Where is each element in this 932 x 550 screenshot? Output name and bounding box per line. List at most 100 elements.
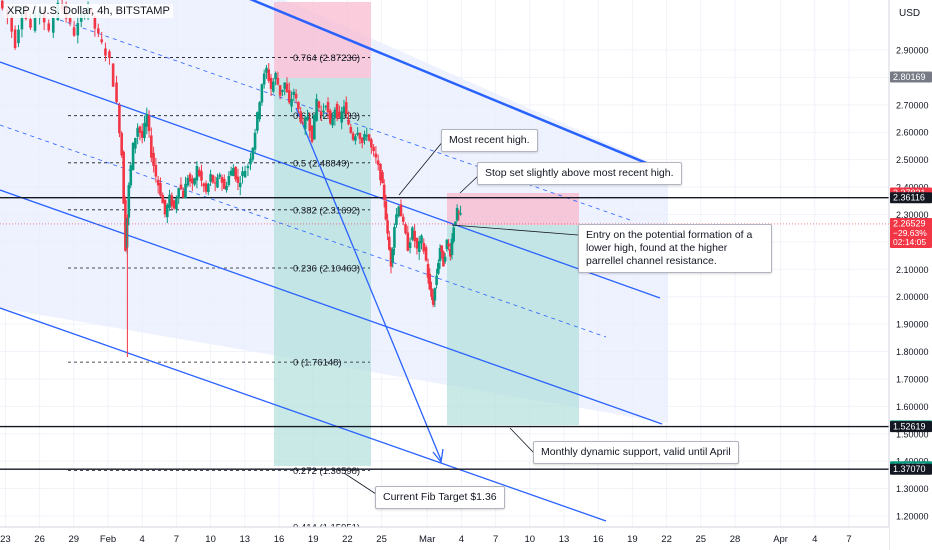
- candle-body: [356, 132, 359, 135]
- y-tick-label: 1.30000: [896, 484, 929, 494]
- candle-body: [120, 133, 123, 156]
- candle-body: [411, 227, 414, 240]
- candle-body: [317, 101, 321, 108]
- candle-body: [420, 235, 423, 244]
- y-tick-label: 1.50000: [896, 429, 929, 439]
- x-tick-label: 19: [627, 534, 638, 545]
- candle-body: [426, 264, 430, 278]
- candle-body: [253, 132, 257, 150]
- candle-body: [290, 98, 293, 107]
- candle-body: [200, 171, 203, 181]
- candle-body: [386, 220, 389, 234]
- candle-body: [211, 175, 215, 183]
- channel-lower-line[interactable]: [0, 189, 663, 425]
- candle-body: [216, 177, 219, 188]
- candle-body: [76, 23, 80, 36]
- candle-body: [431, 296, 435, 305]
- candle-body: [47, 23, 51, 31]
- candle-body: [138, 126, 142, 133]
- candle-body: [124, 199, 127, 251]
- channel-bottom-line[interactable]: [0, 307, 607, 522]
- channel-upper-line[interactable]: [180, 0, 669, 174]
- candle-body: [161, 195, 165, 204]
- fib-level-label: 0.382 (2.31692): [293, 205, 360, 216]
- candle-body: [424, 247, 428, 261]
- y-tick-label: 1.20000: [896, 512, 929, 522]
- candle-body: [370, 139, 373, 148]
- candle-body: [326, 102, 330, 113]
- candle-body: [454, 221, 457, 225]
- candle-body: [340, 111, 343, 123]
- fib-level-label: 0.764 (2.87236): [293, 53, 360, 64]
- price-badge: [890, 217, 932, 248]
- x-tick-label: 23: [0, 534, 11, 545]
- candle-body: [285, 83, 289, 93]
- candle-body: [29, 19, 32, 28]
- candle-body: [287, 90, 291, 103]
- channel-mid-line[interactable]: [0, 61, 661, 299]
- candle-body: [229, 170, 233, 176]
- annotation-most-recent-high[interactable]: Most recent high.: [441, 129, 538, 152]
- candle-body: [168, 194, 171, 208]
- candle-body: [443, 256, 447, 262]
- candle-body: [150, 135, 153, 158]
- price-badge-value: 2.26529: [893, 218, 926, 228]
- candle-body: [310, 125, 314, 142]
- candle-body: [374, 153, 378, 158]
- annotation-stop[interactable]: Stop set slightly above most recent high…: [477, 162, 682, 185]
- candle-body: [218, 174, 222, 178]
- x-tick-label: 28: [730, 534, 741, 545]
- y-tick-label: 2.60000: [896, 128, 929, 138]
- x-tick-label: 29: [69, 534, 80, 545]
- candle-body: [422, 243, 426, 252]
- candle-body: [358, 133, 362, 140]
- annotation-target[interactable]: Current Fib Target $1.36: [375, 486, 505, 509]
- candle-body: [297, 101, 300, 110]
- candle-body: [108, 51, 111, 58]
- x-tick-label: 7: [493, 534, 498, 545]
- candle-body: [232, 167, 235, 177]
- candle-body: [104, 48, 107, 56]
- x-tick-label: 25: [696, 534, 707, 545]
- candle-body: [17, 29, 20, 44]
- candle-body: [204, 183, 208, 192]
- candle-body: [118, 104, 121, 134]
- price-axis[interactable]: [889, 0, 932, 550]
- candle-body: [299, 111, 302, 122]
- x-tick-label: 7: [846, 534, 851, 545]
- candle-body: [433, 288, 437, 301]
- projection-arrow-line[interactable]: [295, 107, 442, 461]
- price-badge-value: 2.36116: [893, 193, 925, 203]
- fib-level-label: 0.272 (1.36598): [293, 466, 360, 477]
- y-tick-label: 2.10000: [896, 265, 929, 275]
- candle-body: [197, 169, 201, 176]
- candle-body: [363, 133, 366, 141]
- candle-body: [322, 110, 325, 113]
- candle-body: [97, 28, 100, 34]
- pointer-stop: [459, 175, 479, 194]
- annotation-support[interactable]: Monthly dynamic support, valid until Apr…: [533, 441, 739, 464]
- candle-body: [457, 211, 461, 213]
- candle-body: [175, 198, 178, 210]
- candle-body: [274, 73, 277, 80]
- x-tick-label: 26: [34, 534, 45, 545]
- candle-body: [241, 171, 244, 176]
- candle-body: [399, 204, 403, 217]
- candle-body: [262, 73, 266, 85]
- candle-body: [145, 114, 149, 127]
- candle-body: [0, 0, 4, 9]
- candle-body: [445, 239, 449, 250]
- candle-body: [360, 137, 364, 144]
- candle-body: [331, 118, 334, 126]
- time-axis[interactable]: [0, 527, 889, 550]
- candle-body: [93, 16, 97, 29]
- candle-body: [258, 102, 261, 120]
- candle-body: [163, 199, 167, 215]
- annotation-entry[interactable]: Entry on the potential formation of a lo…: [578, 224, 772, 273]
- projection-arrowhead: [432, 448, 444, 464]
- candle-body: [134, 137, 137, 149]
- candle-body: [393, 226, 396, 248]
- chart-title: XRP / U.S. Dollar, 4h, BITSTAMP: [4, 4, 173, 18]
